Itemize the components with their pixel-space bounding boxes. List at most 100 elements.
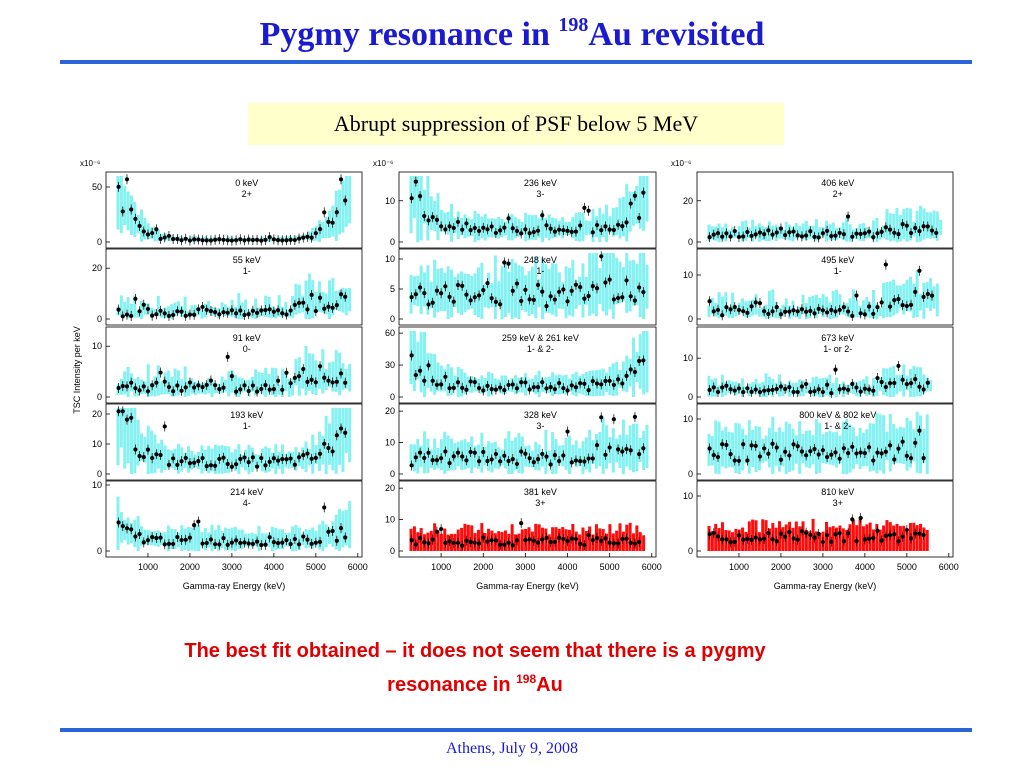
- band-bar: [919, 367, 923, 397]
- band-bar: [908, 208, 912, 241]
- band-bar: [119, 295, 123, 317]
- spin-label: 1-: [243, 421, 251, 431]
- band-bar: [334, 514, 338, 550]
- band-bar: [781, 229, 785, 239]
- band-bar: [727, 306, 731, 318]
- band-bar: [416, 275, 420, 307]
- data-point: [259, 455, 264, 461]
- data-point: [615, 541, 621, 546]
- data-point: [841, 386, 846, 391]
- band-bar: [905, 279, 909, 312]
- conclusion-text: The best fit obtained – it does not seem…: [60, 637, 890, 699]
- data-point: [808, 389, 813, 394]
- data-point: [162, 424, 167, 429]
- band-bar: [615, 530, 619, 551]
- data-point: [498, 385, 503, 390]
- band-bar: [601, 417, 605, 474]
- band-bar: [433, 259, 437, 318]
- data-point: [305, 307, 310, 312]
- data-point: [879, 379, 884, 385]
- data-point: [799, 449, 805, 454]
- band-bar: [453, 217, 457, 234]
- data-point: [736, 307, 742, 313]
- data-point: [489, 387, 494, 392]
- data-point: [229, 308, 235, 313]
- data-point: [527, 231, 532, 236]
- band-bar: [781, 431, 785, 467]
- data-point: [326, 378, 331, 383]
- data-point: [778, 531, 784, 536]
- data-point: [548, 226, 553, 231]
- y-tick-label: 10: [385, 515, 395, 525]
- band-bar: [348, 364, 352, 392]
- data-point: [569, 229, 574, 234]
- data-point: [476, 459, 482, 464]
- data-point: [871, 535, 876, 541]
- data-point: [434, 529, 440, 534]
- data-point: [711, 385, 716, 390]
- data-point: [858, 515, 863, 521]
- data-point: [154, 312, 159, 317]
- data-point: [229, 464, 235, 469]
- band-bar: [291, 378, 295, 396]
- data-point: [116, 385, 121, 391]
- data-point: [913, 225, 918, 231]
- band-bar: [210, 379, 214, 397]
- band-bar: [443, 369, 447, 391]
- data-point: [301, 366, 306, 372]
- band-bar: [210, 448, 214, 472]
- band-bar: [412, 276, 416, 305]
- data-point: [166, 233, 172, 239]
- data-point: [225, 238, 230, 243]
- data-point: [724, 442, 729, 448]
- data-point: [820, 448, 826, 453]
- data-point: [561, 453, 566, 458]
- data-point: [637, 215, 642, 221]
- data-point: [841, 305, 846, 310]
- band-bar: [825, 296, 829, 315]
- band-bar: [831, 526, 835, 551]
- band-bar: [621, 196, 625, 237]
- band-bar: [611, 363, 615, 397]
- data-point: [175, 462, 180, 468]
- data-point: [770, 537, 775, 542]
- band-bar: [244, 299, 248, 316]
- data-point: [934, 230, 939, 236]
- band-bar: [635, 423, 639, 472]
- footer-text: Athens, July 9, 2008: [446, 740, 578, 757]
- band-bar: [237, 293, 241, 319]
- data-point: [204, 307, 209, 312]
- x-tick-label: 3000: [515, 562, 535, 572]
- data-point: [875, 231, 880, 236]
- data-point: [929, 293, 935, 298]
- band-bar: [885, 209, 889, 240]
- data-point: [632, 369, 638, 375]
- band-bar: [260, 448, 264, 472]
- band-bar: [551, 372, 555, 397]
- data-point: [133, 447, 138, 452]
- band-bar: [150, 307, 154, 318]
- band-bar: [561, 282, 565, 309]
- band-bar: [423, 331, 427, 397]
- band-bar: [514, 375, 518, 395]
- band-bar: [173, 368, 177, 397]
- band-bar: [922, 374, 926, 394]
- band-bar: [919, 415, 923, 474]
- band-bar: [153, 226, 157, 242]
- y-tick-label: 10: [683, 270, 693, 280]
- slide-title: Pygmy resonance in 198Au revisited: [0, 14, 1024, 54]
- data-point: [766, 451, 771, 456]
- band-bar: [254, 453, 258, 468]
- data-point: [866, 445, 872, 450]
- data-point: [611, 227, 616, 233]
- data-point: [866, 536, 872, 541]
- band-bar: [139, 379, 144, 394]
- band-bar: [173, 529, 177, 550]
- band-bar: [621, 267, 625, 302]
- band-bar: [808, 382, 812, 393]
- data-point: [866, 229, 872, 234]
- band-bar: [915, 367, 919, 397]
- data-point: [145, 389, 151, 394]
- data-point: [213, 237, 218, 242]
